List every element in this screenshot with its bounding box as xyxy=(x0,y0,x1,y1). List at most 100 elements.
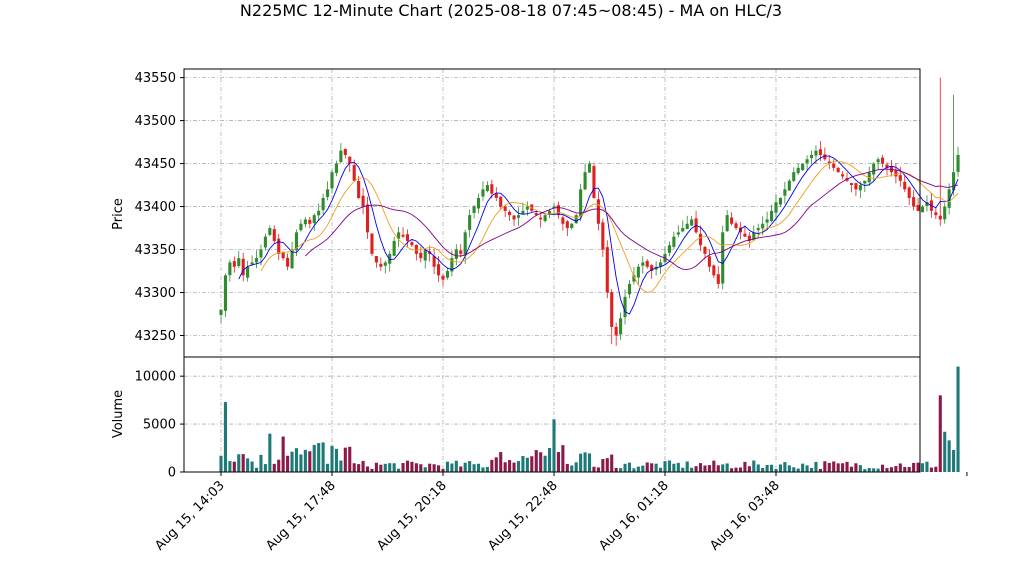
candle-body xyxy=(268,228,272,235)
candle-body xyxy=(254,258,259,263)
candle-body xyxy=(459,250,463,254)
volume-bar xyxy=(592,466,596,472)
volume-bar xyxy=(259,454,263,472)
volume-bar xyxy=(712,460,716,472)
ma-fast-line xyxy=(238,155,959,315)
volume-bar xyxy=(925,461,929,472)
volume-bar xyxy=(703,465,707,472)
candle-body xyxy=(650,265,654,272)
volume-bar xyxy=(516,461,521,472)
volume-bar xyxy=(352,463,356,472)
volume-bar xyxy=(659,467,663,472)
candle-body xyxy=(934,212,938,216)
volume-bar xyxy=(219,455,223,472)
candle-body xyxy=(716,274,720,284)
candle-body xyxy=(219,309,223,315)
volume-bar xyxy=(530,456,534,472)
candle-body xyxy=(352,165,356,181)
volume-bar xyxy=(654,463,658,472)
candle-body xyxy=(849,183,854,186)
candle-body xyxy=(818,149,822,155)
candle-body xyxy=(574,215,578,224)
volume-bar xyxy=(499,452,503,472)
candle-body xyxy=(357,180,361,198)
candle-body xyxy=(698,233,703,246)
candle-body xyxy=(952,172,956,191)
volume-bar xyxy=(565,463,569,472)
candle-body xyxy=(374,256,378,263)
candle-body xyxy=(405,234,410,241)
volume-y-axis: 0 5000 10000 xyxy=(135,370,184,481)
volume-bar xyxy=(623,463,627,472)
candle-body xyxy=(676,232,680,235)
candle-body xyxy=(721,232,725,284)
candle-body xyxy=(836,167,840,173)
volume-bar xyxy=(747,466,751,472)
candle-body xyxy=(801,163,805,171)
volume-bar xyxy=(334,448,338,472)
volume-bar xyxy=(907,467,911,472)
candle-body xyxy=(237,258,241,267)
volume-bar xyxy=(383,463,387,472)
x-tick-label: Aug 15, 20:18 xyxy=(374,478,450,554)
volume-bar xyxy=(796,468,800,472)
candle-body xyxy=(832,163,836,168)
candle-body xyxy=(619,318,623,335)
volume-bar xyxy=(929,467,933,472)
volume-panel: 0 5000 10000 Volume xyxy=(111,356,960,481)
volume-axis-title: Volume xyxy=(111,390,126,438)
volume-bar xyxy=(437,465,441,472)
candle-body xyxy=(823,154,827,160)
volume-bar xyxy=(801,463,805,472)
volume-bar xyxy=(503,462,507,472)
candle-body xyxy=(796,167,800,174)
candle-body xyxy=(228,262,232,276)
volume-bar xyxy=(432,464,436,472)
volume-bar xyxy=(774,469,778,472)
candle-body xyxy=(521,210,525,215)
volume-bar xyxy=(920,463,925,472)
candle-body xyxy=(912,197,916,207)
candle-body xyxy=(303,219,307,225)
candle-body xyxy=(841,174,845,177)
volume-bar xyxy=(241,454,245,472)
candle-body xyxy=(330,172,334,189)
volume-bar xyxy=(277,459,281,472)
price-candles xyxy=(219,77,960,346)
candle-body xyxy=(450,258,454,272)
x-tick-label: Aug 15, 17:48 xyxy=(263,478,339,554)
candle-body xyxy=(876,159,880,163)
volume-bar xyxy=(934,466,938,472)
candle-body xyxy=(512,215,516,220)
volume-bar xyxy=(725,463,729,472)
candle-body xyxy=(752,232,756,241)
volume-bar xyxy=(312,444,316,472)
volume-bar xyxy=(889,467,893,472)
candle-body xyxy=(401,234,405,237)
volume-bar xyxy=(330,445,334,472)
candle-body xyxy=(596,199,600,224)
volume-bar xyxy=(867,468,871,472)
volume-bar xyxy=(761,468,765,472)
candle-body xyxy=(281,251,285,259)
volume-bar xyxy=(250,461,254,472)
volume-bar xyxy=(570,465,574,472)
volume-bars xyxy=(219,366,960,472)
candle-body xyxy=(232,261,236,267)
candle-body xyxy=(485,185,489,191)
candle-body xyxy=(783,189,787,196)
volume-bar xyxy=(663,461,667,472)
volume-bar xyxy=(556,452,560,472)
candle-body xyxy=(659,262,663,267)
candle-body xyxy=(712,265,716,276)
volume-bar xyxy=(605,458,609,472)
candle-body xyxy=(534,213,538,216)
candle-body xyxy=(321,197,325,211)
volume-bar xyxy=(832,461,836,472)
candle-body xyxy=(272,229,276,241)
price-tick-label: 43400 xyxy=(135,200,176,215)
x-tick-label: Aug 16, 01:18 xyxy=(596,478,672,554)
candle-body xyxy=(463,232,467,256)
ma-mid-line xyxy=(260,160,959,293)
volume-bar xyxy=(641,465,645,472)
